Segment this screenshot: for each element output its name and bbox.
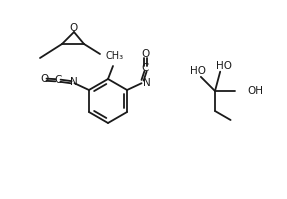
Text: C: C: [55, 75, 62, 85]
Text: O: O: [141, 49, 150, 59]
Text: N: N: [69, 77, 77, 87]
Text: O: O: [40, 74, 49, 84]
Text: N: N: [143, 78, 150, 88]
Text: HO: HO: [216, 61, 232, 71]
Text: CH₃: CH₃: [106, 51, 124, 61]
Text: HO: HO: [190, 66, 206, 76]
Text: C: C: [142, 63, 149, 73]
Text: OH: OH: [247, 86, 263, 96]
Text: O: O: [70, 23, 78, 33]
